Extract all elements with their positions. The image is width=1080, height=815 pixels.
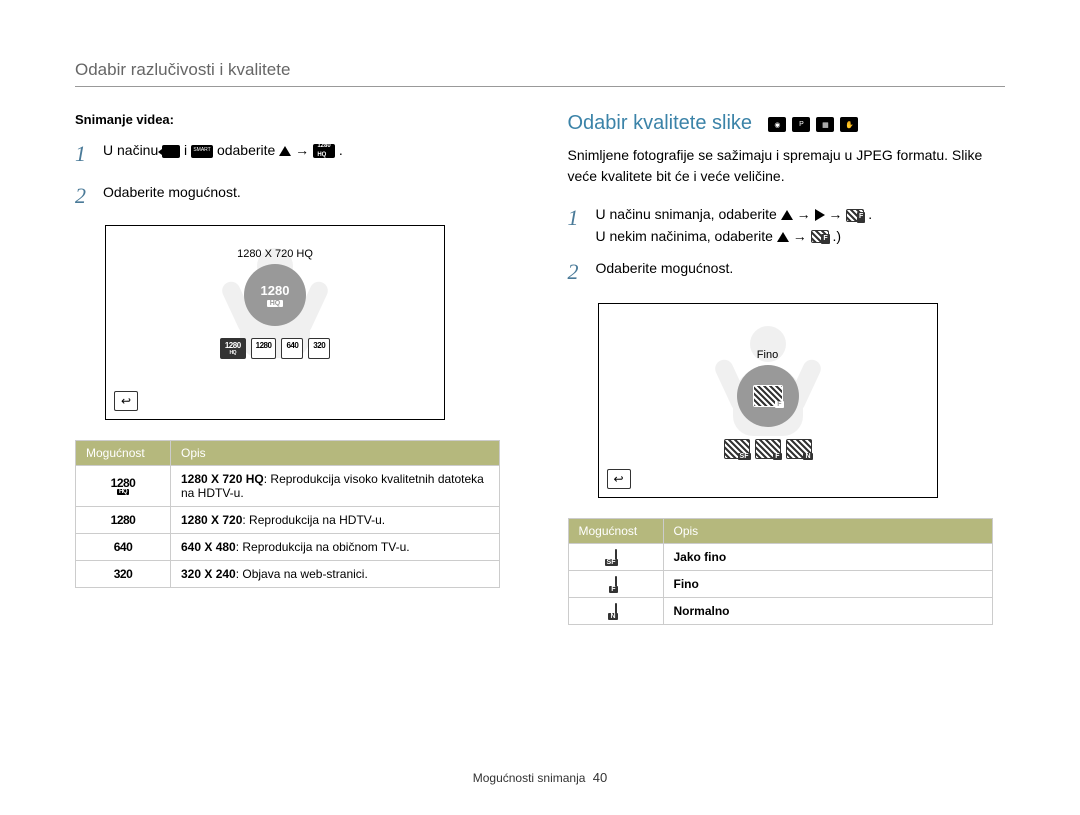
table-header-desc: Opis <box>663 519 992 544</box>
quality-grid-icon: F <box>753 385 783 407</box>
mode-icon-dual: ✋ <box>840 117 858 132</box>
step-text: Odaberite mogućnost. <box>103 179 241 204</box>
quality-icon-sf: SF <box>615 549 617 565</box>
right-column: Odabir kvalitete slike ◉ P ▦ ✋ Snimljene… <box>568 112 1006 625</box>
quality-btn-f[interactable]: F <box>755 439 781 459</box>
table-header-desc: Opis <box>171 441 500 466</box>
table-header-option: Mogućnost <box>568 519 663 544</box>
up-icon <box>781 210 793 220</box>
text: .) <box>832 228 841 244</box>
up-icon <box>279 146 291 156</box>
table-row: 1280HQ 1280 X 720 HQ: Reprodukcija visok… <box>76 466 500 507</box>
step-text: U načinu snimanja, odaberite → → F . U n… <box>596 201 873 247</box>
table-row: 1280 1280 X 720: Reprodukcija na HDTV-u. <box>76 507 500 534</box>
step-text: Odaberite mogućnost. <box>596 255 734 280</box>
current-size-circle: 1280 HQ <box>244 264 306 326</box>
res-icon-640: 640 <box>114 540 133 554</box>
text: . <box>339 142 343 158</box>
step-text: U načinu i SMART odaberite → 1280HQ . <box>103 137 343 162</box>
video-mode-icon <box>162 145 180 158</box>
footer-section-label: Mogućnosti snimanja <box>473 771 586 785</box>
right-step-1: 1 U načinu snimanja, odaberite → → F . U… <box>568 201 1006 247</box>
table-row: 320 320 X 240: Objava na web-stranici. <box>76 561 500 588</box>
quality-btn-sf[interactable]: SF <box>724 439 750 459</box>
table-cell-desc: 640 X 480: Reprodukcija na običnom TV-u. <box>171 534 500 561</box>
table-row: 640 640 X 480: Reprodukcija na običnom T… <box>76 534 500 561</box>
size-button-row: 1280HQ 1280 640 320 <box>106 338 444 359</box>
size-btn-640[interactable]: 640 <box>281 338 303 359</box>
table-cell-desc: 1280 X 720: Reprodukcija na HDTV-u. <box>171 507 500 534</box>
step-number: 2 <box>75 179 103 213</box>
res-icon-1280hq: 1280HQ <box>111 476 136 495</box>
video-size-table: Mogućnost Opis 1280HQ 1280 X 720 HQ: Rep… <box>75 440 500 588</box>
table-row: F Fino <box>568 571 992 598</box>
page-title: Odabir razlučivosti i kvalitete <box>75 60 1005 80</box>
quality-icon-n: N <box>615 603 617 619</box>
table-cell-label: Normalno <box>663 598 992 625</box>
size-btn-1280hq[interactable]: 1280HQ <box>220 338 246 359</box>
table-cell-label: Fino <box>663 571 992 598</box>
quality-title-row: Odabir kvalitete slike ◉ P ▦ ✋ <box>568 112 1006 135</box>
table-cell-desc: 320 X 240: Objava na web-stranici. <box>171 561 500 588</box>
circle-main-text: 1280 <box>261 283 290 298</box>
hq-size-icon: 1280HQ <box>313 144 335 158</box>
res-icon-1280: 1280 <box>111 513 136 527</box>
title-rule <box>75 86 1005 87</box>
left-step-1: 1 U načinu i SMART odaberite → 1280HQ . <box>75 137 513 171</box>
text: i <box>184 142 191 158</box>
quality-icon: F <box>811 230 829 243</box>
text: U načinu snimanja, odaberite <box>596 206 781 222</box>
quality-icon-f: F <box>615 576 617 592</box>
video-screen-illustration: 1280 X 720 HQ 1280 HQ 1280HQ 1280 640 32… <box>105 225 445 420</box>
section-title: Odabir kvalitete slike <box>568 112 753 134</box>
step-number: 1 <box>568 201 596 235</box>
arrow-icon: → <box>295 142 313 158</box>
table-cell-label: Jako fino <box>663 544 992 571</box>
table-header-option: Mogućnost <box>76 441 171 466</box>
table-row: N Normalno <box>568 598 992 625</box>
video-heading: Snimanje videa: <box>75 112 513 127</box>
body-paragraph: Snimljene fotografije se sažimaju i spre… <box>568 145 1006 187</box>
text: odaberite <box>217 142 279 158</box>
size-btn-1280[interactable]: 1280 <box>251 338 277 359</box>
right-step-2: 2 Odaberite mogućnost. <box>568 255 1006 289</box>
page-footer: Mogućnosti snimanja 40 <box>0 770 1080 785</box>
arrow-icon: → <box>793 228 811 244</box>
quality-label: Fino <box>599 349 937 361</box>
quality-screen-illustration: Fino F SF F N ↩ <box>598 303 938 498</box>
mode-icon-auto: ◉ <box>768 117 786 132</box>
step-number: 1 <box>75 137 103 171</box>
text: U načinu <box>103 142 162 158</box>
text: U nekim načinima, odaberite <box>596 228 777 244</box>
up-icon <box>777 232 789 242</box>
right-icon <box>815 209 825 221</box>
quality-table: Mogućnost Opis SF Jako fino F Fino N Nor… <box>568 518 993 625</box>
screen-size-label: 1280 X 720 HQ <box>106 248 444 260</box>
left-step-2: 2 Odaberite mogućnost. <box>75 179 513 213</box>
circle-sub-text: HQ <box>267 300 284 307</box>
text: . <box>868 206 872 222</box>
mode-icon-scene: ▦ <box>816 117 834 132</box>
current-quality-circle: F <box>737 365 799 427</box>
step-number: 2 <box>568 255 596 289</box>
mode-icon-p: P <box>792 117 810 132</box>
table-cell-desc: 1280 X 720 HQ: Reprodukcija visoko kvali… <box>171 466 500 507</box>
quality-icon: F <box>846 209 864 222</box>
size-btn-320[interactable]: 320 <box>308 338 330 359</box>
quality-btn-n[interactable]: N <box>786 439 812 459</box>
arrow-icon: → <box>797 206 815 222</box>
back-button[interactable]: ↩ <box>607 469 631 489</box>
back-button[interactable]: ↩ <box>114 391 138 411</box>
content-columns: Snimanje videa: 1 U načinu i SMART odabe… <box>75 112 1005 625</box>
arrow-icon: → <box>828 206 846 222</box>
back-icon: ↩ <box>121 394 131 408</box>
table-row: SF Jako fino <box>568 544 992 571</box>
left-column: Snimanje videa: 1 U načinu i SMART odabe… <box>75 112 513 625</box>
res-icon-320: 320 <box>114 567 133 581</box>
quality-button-row: SF F N <box>599 439 937 459</box>
page-number: 40 <box>593 770 607 785</box>
smart-mode-icon: SMART <box>191 145 213 158</box>
back-icon: ↩ <box>613 472 623 486</box>
